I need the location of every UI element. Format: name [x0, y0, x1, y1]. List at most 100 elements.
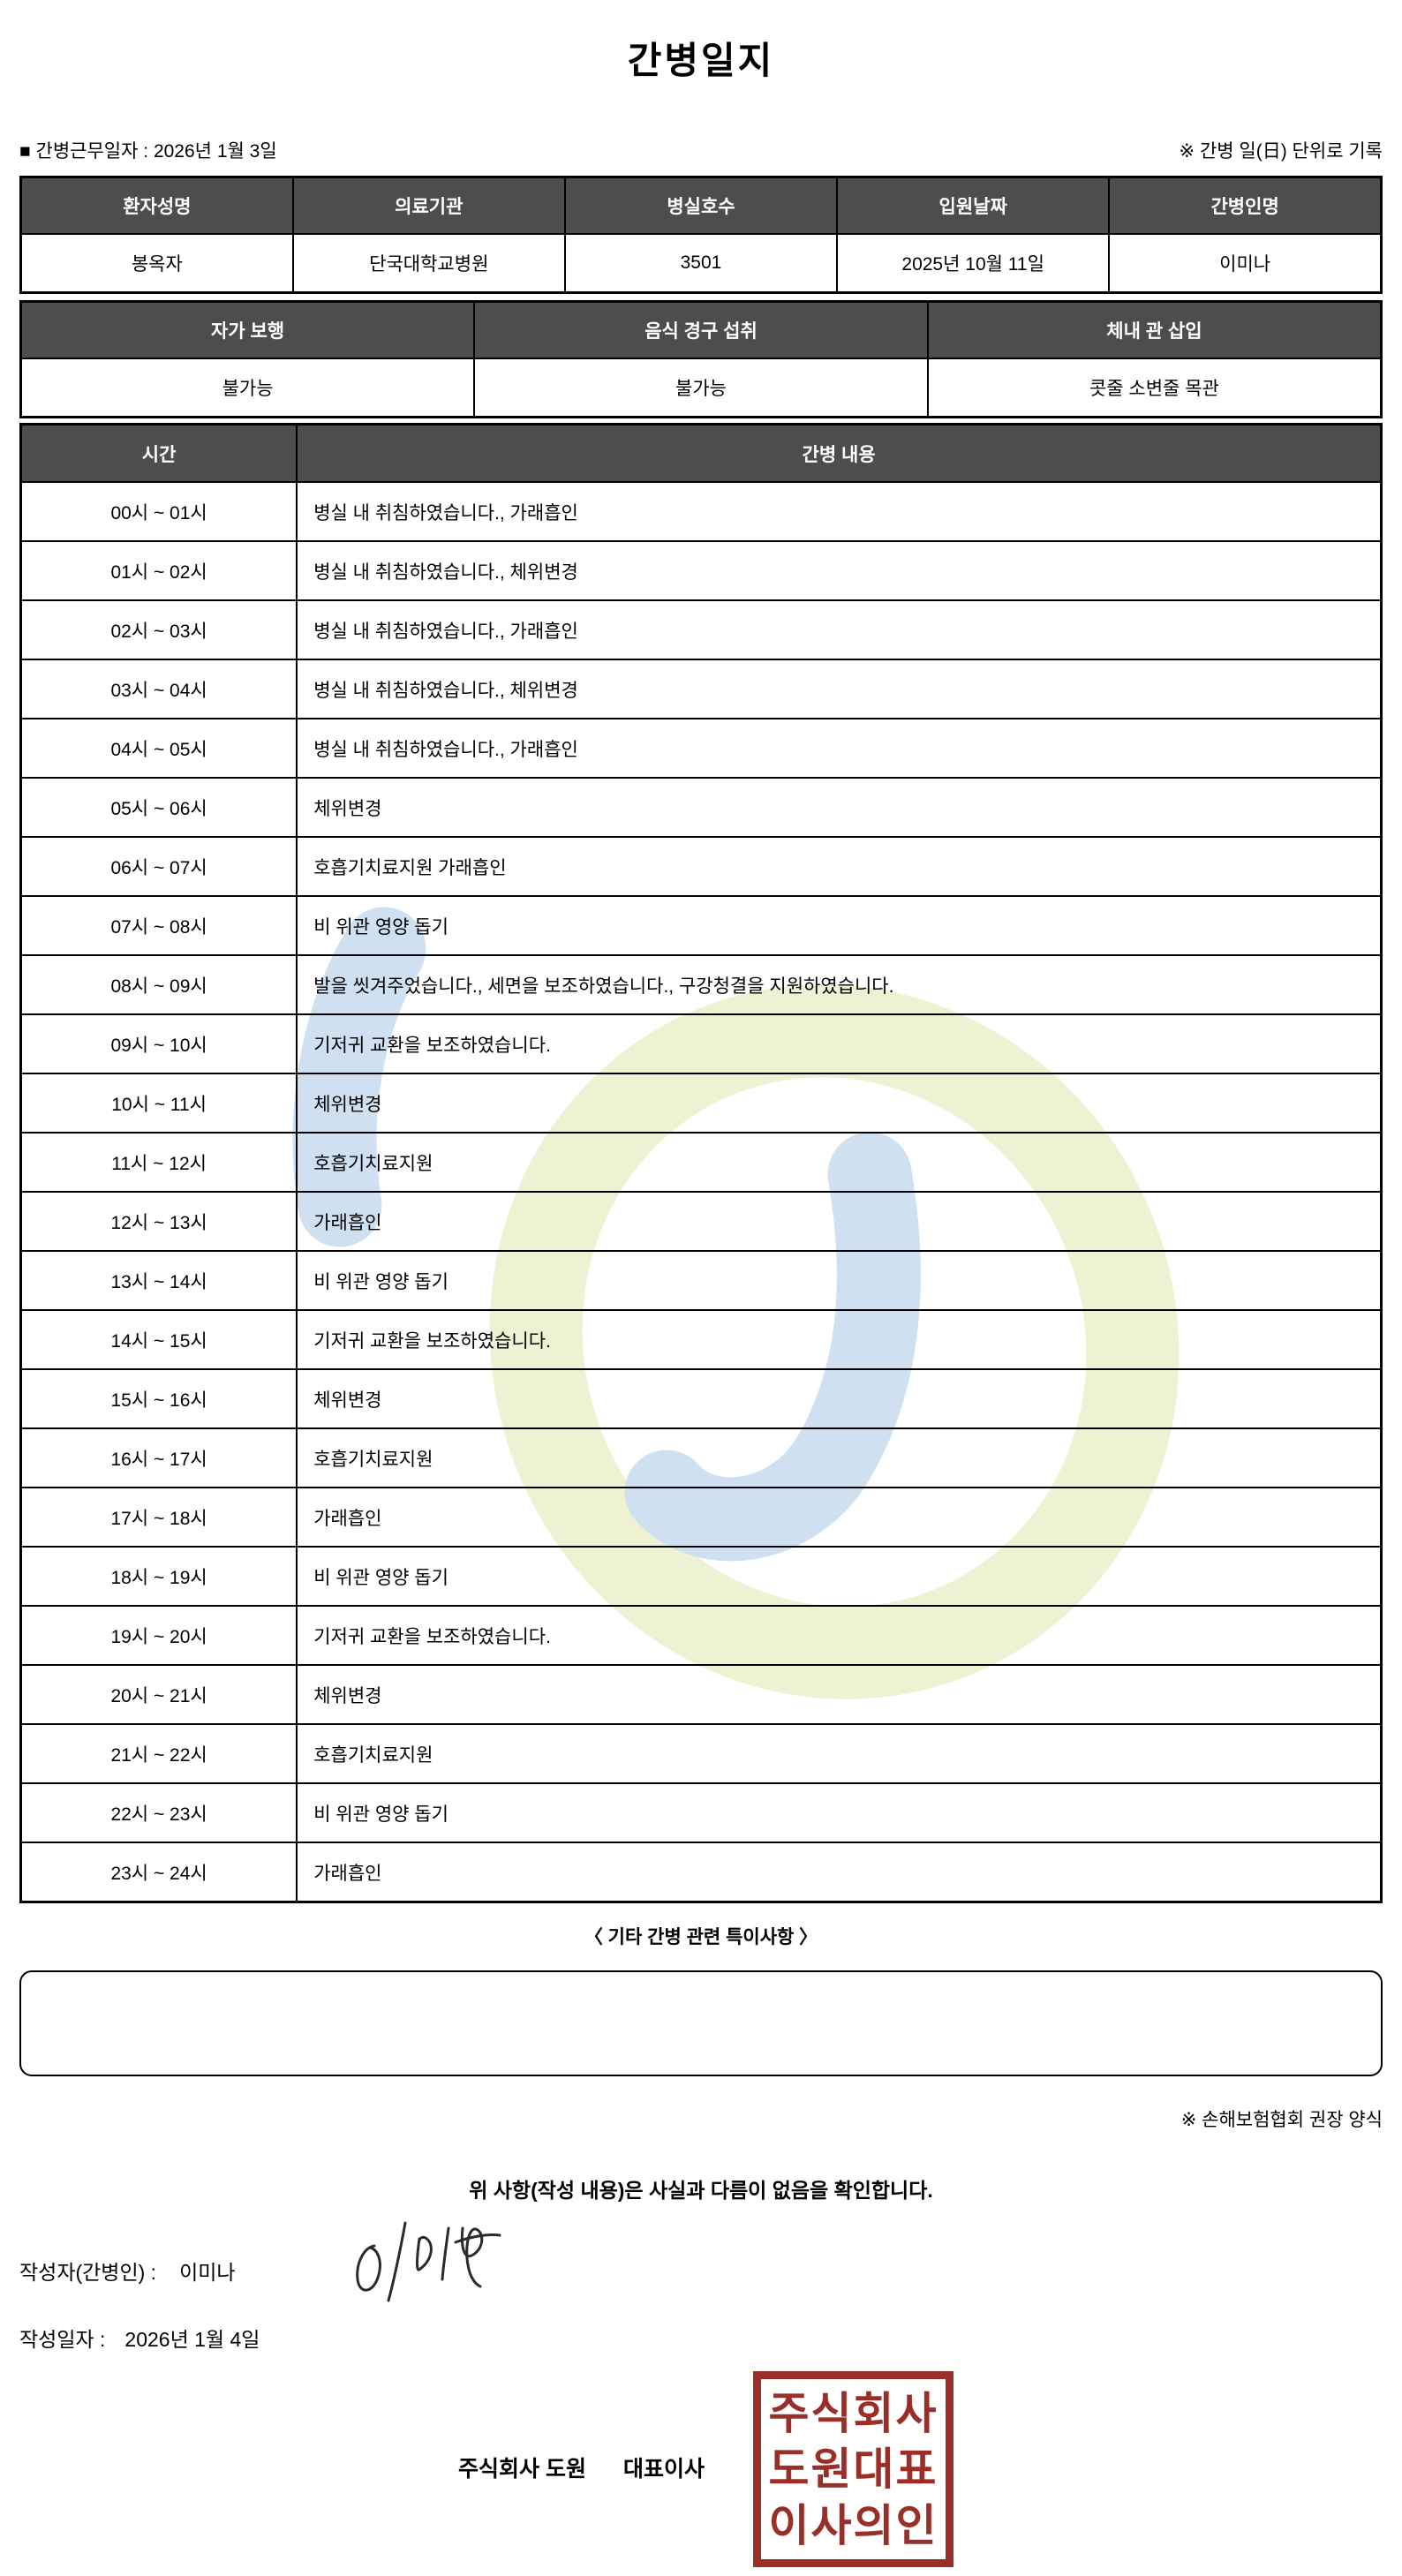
schedule-content: 호흡기치료지원 가래흡인: [296, 836, 1383, 898]
schedule-row: 09시 ~ 10시 기저귀 교환을 보조하였습니다.: [19, 1013, 1383, 1075]
schedule-content: 가래흡인: [296, 1191, 1383, 1253]
caregiver-signature: [356, 2221, 501, 2302]
stamp-line-2: 도원대표: [768, 2444, 938, 2495]
schedule-content: 병실 내 취침하였습니다., 가래흡인: [296, 481, 1383, 543]
room-number-value: 3501: [563, 233, 839, 294]
company-seal-row: 주식회사 도원 대표이사 주식회사 도원대표 이사의인: [19, 2371, 1383, 2576]
schedule-time: 10시 ~ 11시: [19, 1073, 298, 1134]
schedule-content: 비 위관 영양 돕기: [296, 1250, 1383, 1312]
schedule-time: 21시 ~ 22시: [19, 1723, 298, 1785]
patient-info-value-row: 봉옥자 단국대학교병원 3501 2025년 10월 11일 이미나: [19, 233, 1383, 294]
company-name: 주식회사 도원: [458, 2457, 586, 2482]
schedule-time: 18시 ~ 19시: [19, 1546, 298, 1608]
unit-note: ※ 간병 일(日) 단위로 기록: [1179, 141, 1383, 162]
schedule-row: 14시 ~ 15시 기저귀 교환을 보조하였습니다.: [19, 1309, 1383, 1371]
patient-status-table: 자가 보행 음식 경구 섭취 체내 관 삽입 불가능 불가능 콧줄 소변줄 목관: [19, 300, 1383, 419]
care-schedule-table: 시간 간병 내용 00시 ~ 01시 병실 내 취침하였습니다., 가래흡인 01시…: [19, 423, 1383, 1904]
schedule-content: 기저귀 교환을 보조하였습니다.: [296, 1309, 1383, 1371]
room-number-header: 병실호수: [563, 176, 839, 236]
tube-insertion-header: 체내 관 삽입: [926, 300, 1383, 360]
schedule-time: 15시 ~ 16시: [19, 1368, 298, 1430]
written-date-label: 작성일자 :: [19, 2328, 106, 2352]
corporate-seal-stamp: 주식회사 도원대표 이사의인: [753, 2371, 954, 2568]
schedule-time: 23시 ~ 24시: [19, 1842, 298, 1903]
schedule-time: 07시 ~ 08시: [19, 895, 298, 957]
writer-name: 이미나: [179, 2261, 236, 2285]
schedule-content: 기저귀 교환을 보조하였습니다.: [296, 1013, 1383, 1075]
admission-date-header: 입원날짜: [836, 176, 1111, 236]
schedule-row: 18시 ~ 19시 비 위관 영양 돕기: [19, 1546, 1383, 1608]
writer-label: 작성자(간병인) :: [19, 2261, 157, 2285]
self-walking-header: 자가 보행: [19, 300, 476, 360]
schedule-content: 체위변경: [296, 1073, 1383, 1134]
schedule-time: 13시 ~ 14시: [19, 1250, 298, 1312]
schedule-row: 03시 ~ 04시 병실 내 취침하였습니다., 체위변경: [19, 659, 1383, 720]
oral-intake-value: 불가능: [473, 358, 929, 418]
schedule-time: 03시 ~ 04시: [19, 659, 298, 720]
schedule-time: 20시 ~ 21시: [19, 1664, 298, 1726]
schedule-time: 14시 ~ 15시: [19, 1309, 298, 1371]
stamp-line-3: 이사의인: [768, 2500, 938, 2550]
patient-name-header: 환자성명: [19, 176, 294, 236]
schedule-row: 01시 ~ 02시 병실 내 취침하였습니다., 체위변경: [19, 540, 1383, 602]
written-date-line: 작성일자 : 2026년 1월 4일: [19, 2325, 1383, 2354]
medical-institution-header: 의료기관: [291, 176, 566, 236]
schedule-time: 11시 ~ 12시: [19, 1132, 298, 1194]
special-notes-heading: 〈 기타 간병 관련 특이사항 〉: [584, 1927, 818, 1948]
schedule-content: 가래흡인: [296, 1487, 1383, 1548]
schedule-time: 12시 ~ 13시: [19, 1191, 298, 1253]
schedule-time: 09시 ~ 10시: [19, 1013, 298, 1075]
schedule-time: 00시 ~ 01시: [19, 481, 298, 543]
schedule-row: 19시 ~ 20시 기저귀 교환을 보조하였습니다.: [19, 1605, 1383, 1667]
confirmation-statement: 위 사항(작성 내용)은 사실과 다름이 없음을 확인합니다.: [469, 2179, 933, 2203]
schedule-row: 10시 ~ 11시 체위변경: [19, 1073, 1383, 1134]
patient-info-table: 환자성명 의료기관 병실호수 입원날짜 간병인명 봉옥자 단국대학교병원 350…: [19, 176, 1383, 295]
special-notes-box: [19, 1970, 1383, 2077]
schedule-row: 15시 ~ 16시 체위변경: [19, 1368, 1383, 1430]
schedule-content: 비 위관 영양 돕기: [296, 1546, 1383, 1608]
schedule-content: 호흡기치료지원: [296, 1723, 1383, 1785]
work-date-value: 2026년 1월 3일: [153, 141, 277, 162]
time-header: 시간: [19, 423, 298, 484]
schedule-time: 08시 ~ 09시: [19, 954, 298, 1016]
schedule-content: 병실 내 취침하였습니다., 가래흡인: [296, 718, 1383, 780]
patient-status-value-row: 불가능 불가능 콧줄 소변줄 목관: [19, 358, 1383, 418]
stamp-line-1: 주식회사: [768, 2388, 938, 2438]
form-note: ※ 손해보험협회 권장 양식: [1180, 2110, 1383, 2131]
caregiver-name-value: 이미나: [1108, 233, 1383, 294]
schedule-row: 00시 ~ 01시 병실 내 취침하였습니다., 가래흡인: [19, 481, 1383, 543]
schedule-row: 20시 ~ 21시 체위변경: [19, 1664, 1383, 1726]
schedule-content: 병실 내 취침하였습니다., 체위변경: [296, 540, 1383, 602]
schedule-time: 02시 ~ 03시: [19, 599, 298, 661]
schedule-time: 22시 ~ 23시: [19, 1782, 298, 1844]
caregiver-name-header: 간병인명: [1108, 176, 1383, 236]
schedule-row: 04시 ~ 05시 병실 내 취침하였습니다., 가래흡인: [19, 718, 1383, 780]
schedule-content: 체위변경: [296, 777, 1383, 839]
ceo-label: 대표이사: [622, 2457, 705, 2482]
schedule-content: 호흡기치료지원: [296, 1427, 1383, 1489]
schedule-row: 05시 ~ 06시 체위변경: [19, 777, 1383, 839]
work-date: ■ 간병근무일자 : 2026년 1월 3일: [19, 139, 277, 164]
schedule-content: 발을 씻겨주었습니다., 세면을 보조하였습니다., 구강청결을 지원하였습니다…: [296, 954, 1383, 1016]
schedule-content: 가래흡인: [296, 1842, 1383, 1903]
writer-line: 작성자(간병인) : 이미나: [19, 2221, 1383, 2302]
schedule-content: 병실 내 취침하였습니다., 가래흡인: [296, 599, 1383, 661]
schedule-content: 호흡기치료지원: [296, 1132, 1383, 1194]
schedule-row: 22시 ~ 23시 비 위관 영양 돕기: [19, 1782, 1383, 1844]
patient-info-header-row: 환자성명 의료기관 병실호수 입원날짜 간병인명: [19, 176, 1383, 236]
schedule-row: 07시 ~ 08시 비 위관 영양 돕기: [19, 895, 1383, 957]
schedule-time: 17시 ~ 18시: [19, 1487, 298, 1548]
schedule-row: 13시 ~ 14시 비 위관 영양 돕기: [19, 1250, 1383, 1312]
schedule-row: 21시 ~ 22시 호흡기치료지원: [19, 1723, 1383, 1785]
patient-name-value: 봉옥자: [19, 233, 294, 294]
schedule-row: 17시 ~ 18시 가래흡인: [19, 1487, 1383, 1548]
schedule-row: 16시 ~ 17시 호흡기치료지원: [19, 1427, 1383, 1489]
self-walking-value: 불가능: [19, 358, 476, 418]
oral-intake-header: 음식 경구 섭취: [473, 300, 929, 360]
schedule-header-row: 시간 간병 내용: [19, 423, 1383, 484]
schedule-content: 비 위관 영양 돕기: [296, 895, 1383, 957]
admission-date-value: 2025년 10월 11일: [836, 233, 1111, 294]
schedule-time: 04시 ~ 05시: [19, 718, 298, 780]
tube-insertion-value: 콧줄 소변줄 목관: [926, 358, 1383, 418]
